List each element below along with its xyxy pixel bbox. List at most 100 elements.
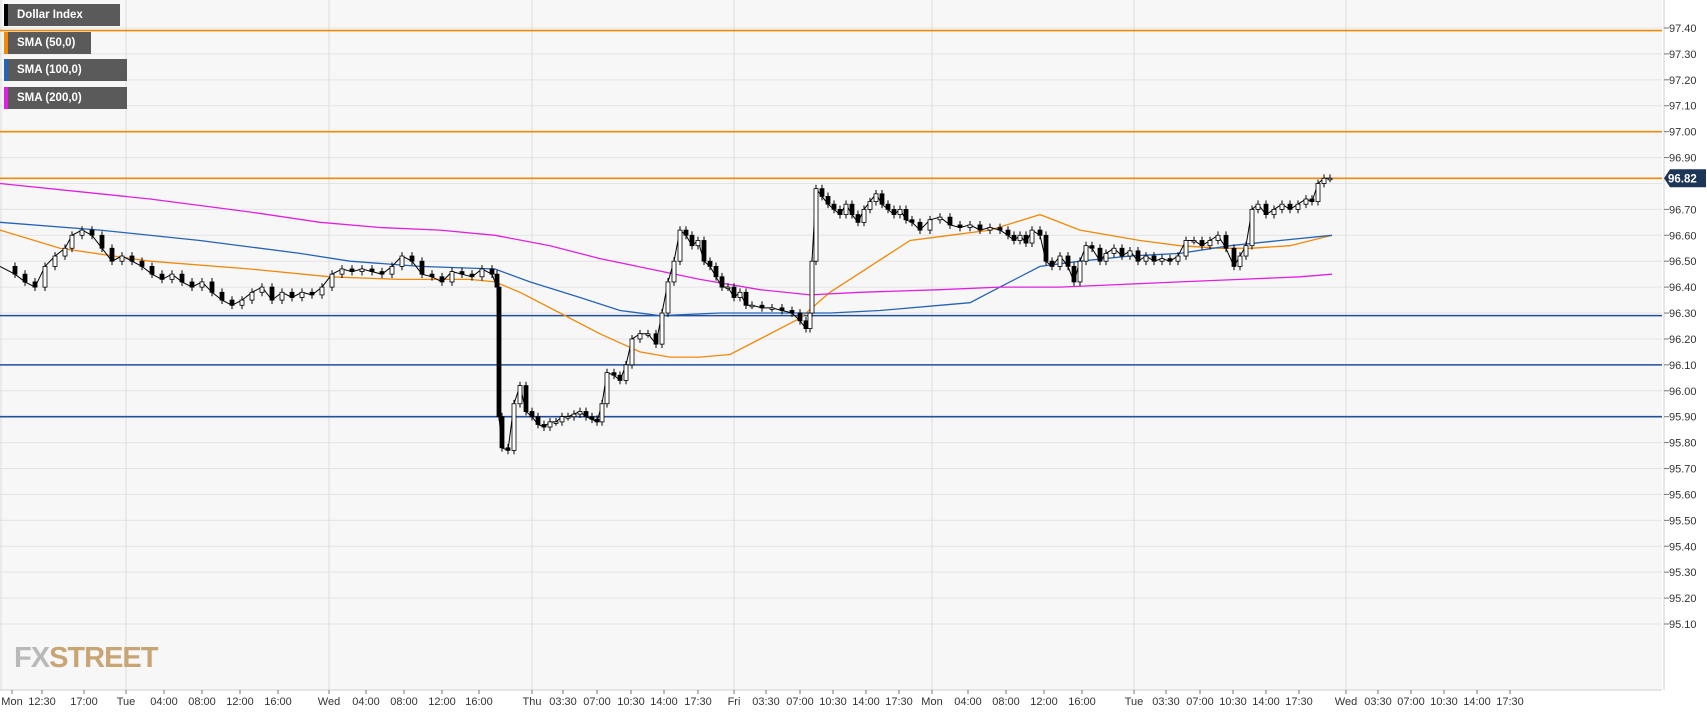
candle-body [199,281,205,288]
candle-body [807,312,813,329]
candle-body [789,310,795,314]
candle-body [379,271,385,275]
candle-body [719,276,725,288]
candle-body [1151,255,1157,262]
candle-body [279,291,285,301]
candle-body [831,203,837,210]
legend-item-sma50[interactable]: SMA (50,0) [4,31,91,54]
y-tick-label: 95.20 [1669,593,1697,605]
candle-body [759,304,765,309]
candle-body [725,286,731,290]
candle-body [439,276,445,283]
x-tick-label: 04:00 [954,696,982,708]
candle-body [1263,203,1269,215]
candle-body [1071,265,1077,283]
candle-body [967,224,973,228]
y-tick-label: 96.40 [1669,282,1697,294]
candle-body [1199,240,1205,247]
candle-body [429,273,435,278]
legend-item-sma200[interactable]: SMA (200,0) [4,86,127,109]
x-tick-label: 17:30 [1285,696,1313,708]
x-tick-label: 17:30 [885,696,913,708]
candle-body [987,227,993,231]
candle-body [879,193,885,205]
legend-swatch-sma50 [4,31,8,54]
x-tick-label: 16:00 [465,696,493,708]
legend-item-dollar-index[interactable]: Dollar Index Spot [4,4,120,43]
candle-body [1111,247,1117,254]
legend-item-sma100[interactable]: SMA (100,0) [4,59,127,81]
x-tick-label: 07:00 [1397,696,1425,708]
candle-body [617,374,623,381]
candle-body [707,260,713,267]
candle-body [329,273,335,288]
candle-body [689,234,695,247]
candle-body [1231,247,1237,267]
x-axis: Mon 12:30 17:00 Tue 04:00 08:00 12:00 16:00 Wed 0… [0,689,1662,708]
y-tick-label: 95.80 [1669,438,1697,450]
candle-body [1119,247,1125,257]
candle-body [825,196,831,205]
candle-body [1159,258,1165,262]
candle-body [749,304,755,308]
candle-body [259,286,265,293]
x-tick-label: 07:00 [1186,696,1214,708]
candle-body [604,372,610,405]
candle-body [1011,234,1017,241]
y-tick-label: 97.30 [1669,49,1697,61]
x-tick-label: 03:30 [549,696,577,708]
y-tick-label: 95.90 [1669,412,1697,424]
candle-body [583,411,589,418]
candle-body [69,234,75,249]
candle-body [1029,229,1035,244]
candle-body [489,268,495,275]
candle-body [109,247,115,262]
y-tick-label: 95.60 [1669,489,1697,501]
legend-swatch-dollar-index [4,4,8,26]
candle-body [813,188,819,262]
candle-body [505,447,511,451]
y-tick-label: 95.10 [1669,619,1697,631]
candle-body [1327,177,1333,181]
x-tick-label: 03:30 [752,696,780,708]
candle-body [1083,245,1089,262]
candle-body [1321,177,1327,184]
candle-body [349,268,355,272]
candle-body [559,416,565,423]
candle-body [1143,255,1149,262]
candle-body [469,273,475,278]
candle-body [1237,255,1243,267]
candle-body [897,208,903,215]
plot-background [0,0,1662,690]
candle-body [637,333,643,340]
candle-body [1103,253,1109,262]
candle-body [803,320,809,329]
candle-body [269,286,275,301]
candle-body [1243,245,1249,257]
candle-body [577,411,583,415]
candle-body [737,291,743,298]
x-tick-label: Fri [728,696,741,708]
candle-body [849,203,855,215]
y-tick-label: 95.50 [1669,515,1697,527]
candle-body [731,286,737,298]
candle-body [819,188,825,197]
candle-body [1287,203,1293,210]
x-tick-label: Mon [1,696,22,708]
x-tick-label: 08:00 [390,696,418,708]
candle-body [1167,258,1173,262]
x-tick-label: 10:30 [617,696,645,708]
candle-body [571,413,577,418]
candle-body [891,208,897,215]
x-tick-label: Tue [117,696,136,708]
candle-body [683,229,689,236]
candle-body [1315,183,1321,203]
candle-body [873,193,879,203]
candle-body [1271,208,1277,215]
x-tick-label: 10:30 [1430,696,1458,708]
y-tick-label: 96.50 [1669,256,1697,268]
candle-body [169,273,175,280]
candle-body [1037,229,1043,236]
x-tick-label: 14:00 [852,696,880,708]
candle-body [623,364,629,381]
